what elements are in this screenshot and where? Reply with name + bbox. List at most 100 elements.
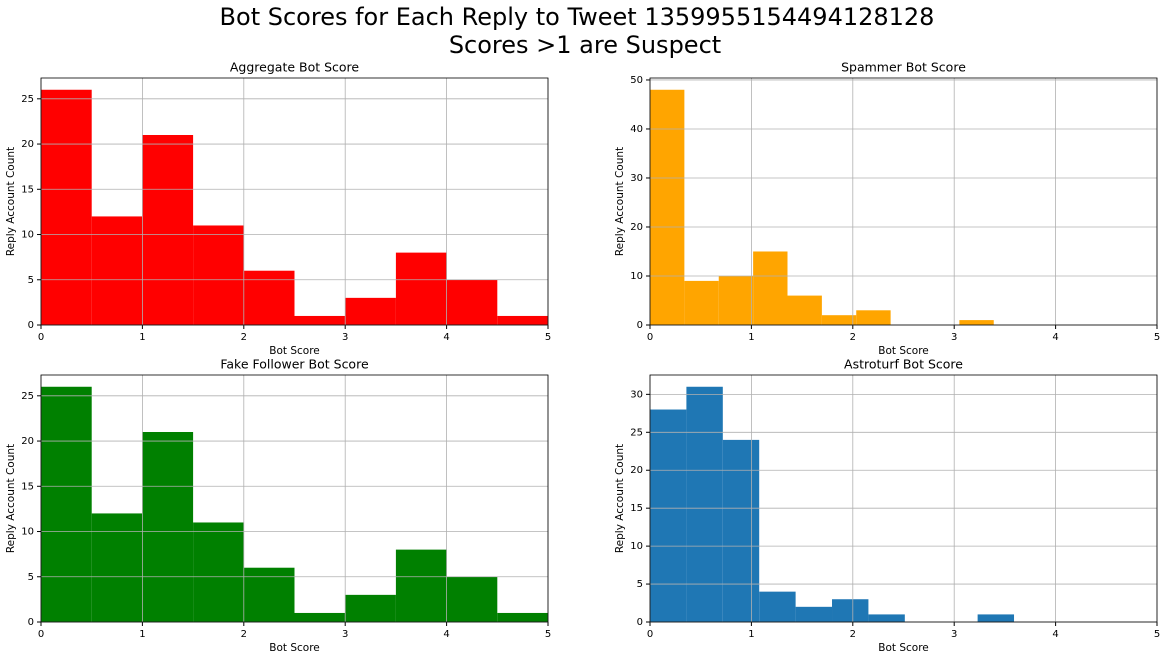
y-tick-label: 20 xyxy=(630,465,643,476)
subplot-title: Aggregate Bot Score xyxy=(230,60,360,75)
histogram-bar xyxy=(787,295,822,325)
y-tick-label: 50 xyxy=(630,75,643,86)
x-axis-label: Bot Score xyxy=(269,345,320,357)
x-tick-label: 4 xyxy=(1052,332,1058,343)
histogram-bar xyxy=(684,280,719,325)
histogram-bar xyxy=(650,409,687,622)
x-tick-label: 2 xyxy=(241,629,247,640)
histogram-bar xyxy=(294,315,346,325)
x-tick-label: 5 xyxy=(545,629,551,640)
x-tick-label: 5 xyxy=(1154,629,1160,640)
histogram-bar xyxy=(142,432,194,622)
histogram-bar xyxy=(759,591,796,622)
x-tick-label: 2 xyxy=(850,332,856,343)
y-axis-label: Reply Account Count xyxy=(5,147,17,256)
x-tick-label: 2 xyxy=(850,629,856,640)
x-axis-label: Bot Score xyxy=(878,345,929,357)
x-axis-label: Bot Score xyxy=(878,642,929,654)
x-tick-label: 1 xyxy=(139,332,145,343)
histogram-bar xyxy=(243,567,295,622)
x-tick-label: 4 xyxy=(1052,629,1058,640)
histogram-bar xyxy=(718,275,754,325)
y-tick-label: 20 xyxy=(21,139,34,150)
histogram-bar xyxy=(753,251,788,325)
x-tick-label: 3 xyxy=(951,629,957,640)
x-tick-label: 2 xyxy=(241,332,247,343)
x-tick-label: 0 xyxy=(38,332,44,343)
x-tick-label: 3 xyxy=(342,332,348,343)
y-tick-label: 10 xyxy=(21,527,34,538)
y-axis-label: Reply Account Count xyxy=(614,444,626,553)
histogram-bar xyxy=(294,612,346,622)
x-tick-label: 4 xyxy=(443,629,449,640)
histogram-bar xyxy=(142,135,194,325)
y-tick-label: 0 xyxy=(28,320,34,331)
y-tick-label: 30 xyxy=(630,173,643,184)
histogram-bar xyxy=(193,225,244,325)
y-tick-label: 20 xyxy=(21,436,34,447)
histogram-bar xyxy=(243,270,295,325)
histogram-bar xyxy=(395,252,447,325)
figure-subtitle: Scores >1 are Suspect xyxy=(449,31,721,59)
x-tick-label: 4 xyxy=(443,332,449,343)
histogram-bar xyxy=(446,576,498,622)
subplot-title: Astroturf Bot Score xyxy=(844,357,963,372)
subplot-title: Spammer Bot Score xyxy=(841,60,966,75)
y-tick-label: 25 xyxy=(630,427,643,438)
histogram-bar xyxy=(959,320,994,325)
y-tick-label: 0 xyxy=(28,617,34,628)
histogram-bar xyxy=(395,549,447,622)
histogram-bar xyxy=(345,594,396,622)
y-tick-label: 5 xyxy=(637,579,643,590)
histogram-bar xyxy=(977,614,1015,622)
x-tick-label: 5 xyxy=(1154,332,1160,343)
histogram-bar xyxy=(91,513,143,622)
histogram-bar xyxy=(650,89,685,325)
y-tick-label: 10 xyxy=(21,230,34,241)
axes-frame xyxy=(649,374,1158,623)
y-tick-label: 20 xyxy=(630,222,643,233)
x-tick-label: 3 xyxy=(951,332,957,343)
y-tick-label: 10 xyxy=(630,541,643,552)
y-tick-label: 40 xyxy=(630,124,643,135)
histogram-bar xyxy=(345,297,396,325)
x-tick-label: 3 xyxy=(342,629,348,640)
x-tick-label: 0 xyxy=(647,629,653,640)
histogram-bar xyxy=(795,606,833,622)
histogram-bar xyxy=(686,386,723,622)
x-tick-label: 1 xyxy=(748,629,754,640)
histogram-bar xyxy=(41,89,92,325)
x-tick-label: 5 xyxy=(545,332,551,343)
y-tick-label: 15 xyxy=(21,184,34,195)
histogram-bar xyxy=(832,599,869,622)
histogram-bar xyxy=(446,279,498,325)
y-axis-label: Reply Account Count xyxy=(5,444,17,553)
y-axis-label: Reply Account Count xyxy=(614,147,626,256)
x-tick-label: 1 xyxy=(139,629,145,640)
histogram-bar xyxy=(868,614,905,622)
x-tick-label: 0 xyxy=(647,332,653,343)
y-tick-label: 15 xyxy=(630,503,643,514)
axes-frame xyxy=(40,374,549,623)
histogram-bar xyxy=(193,522,244,622)
y-tick-label: 5 xyxy=(28,572,34,583)
x-tick-label: 1 xyxy=(748,332,754,343)
y-tick-label: 10 xyxy=(630,271,643,282)
x-axis-label: Bot Score xyxy=(269,642,320,654)
axes-frame xyxy=(649,77,1158,326)
histogram-bar xyxy=(856,310,891,325)
histogram-bar xyxy=(497,612,548,622)
y-tick-label: 5 xyxy=(28,275,34,286)
histogram-bar xyxy=(497,315,548,325)
axes-frame xyxy=(40,77,549,326)
subplot-title: Fake Follower Bot Score xyxy=(220,357,369,372)
y-tick-label: 0 xyxy=(637,320,643,331)
y-tick-label: 0 xyxy=(637,617,643,628)
histogram-bar xyxy=(821,315,857,325)
histogram-bar xyxy=(722,439,760,622)
y-tick-label: 25 xyxy=(21,94,34,105)
figure-title: Bot Scores for Each Reply to Tweet 13599… xyxy=(220,3,935,31)
x-tick-label: 0 xyxy=(38,629,44,640)
